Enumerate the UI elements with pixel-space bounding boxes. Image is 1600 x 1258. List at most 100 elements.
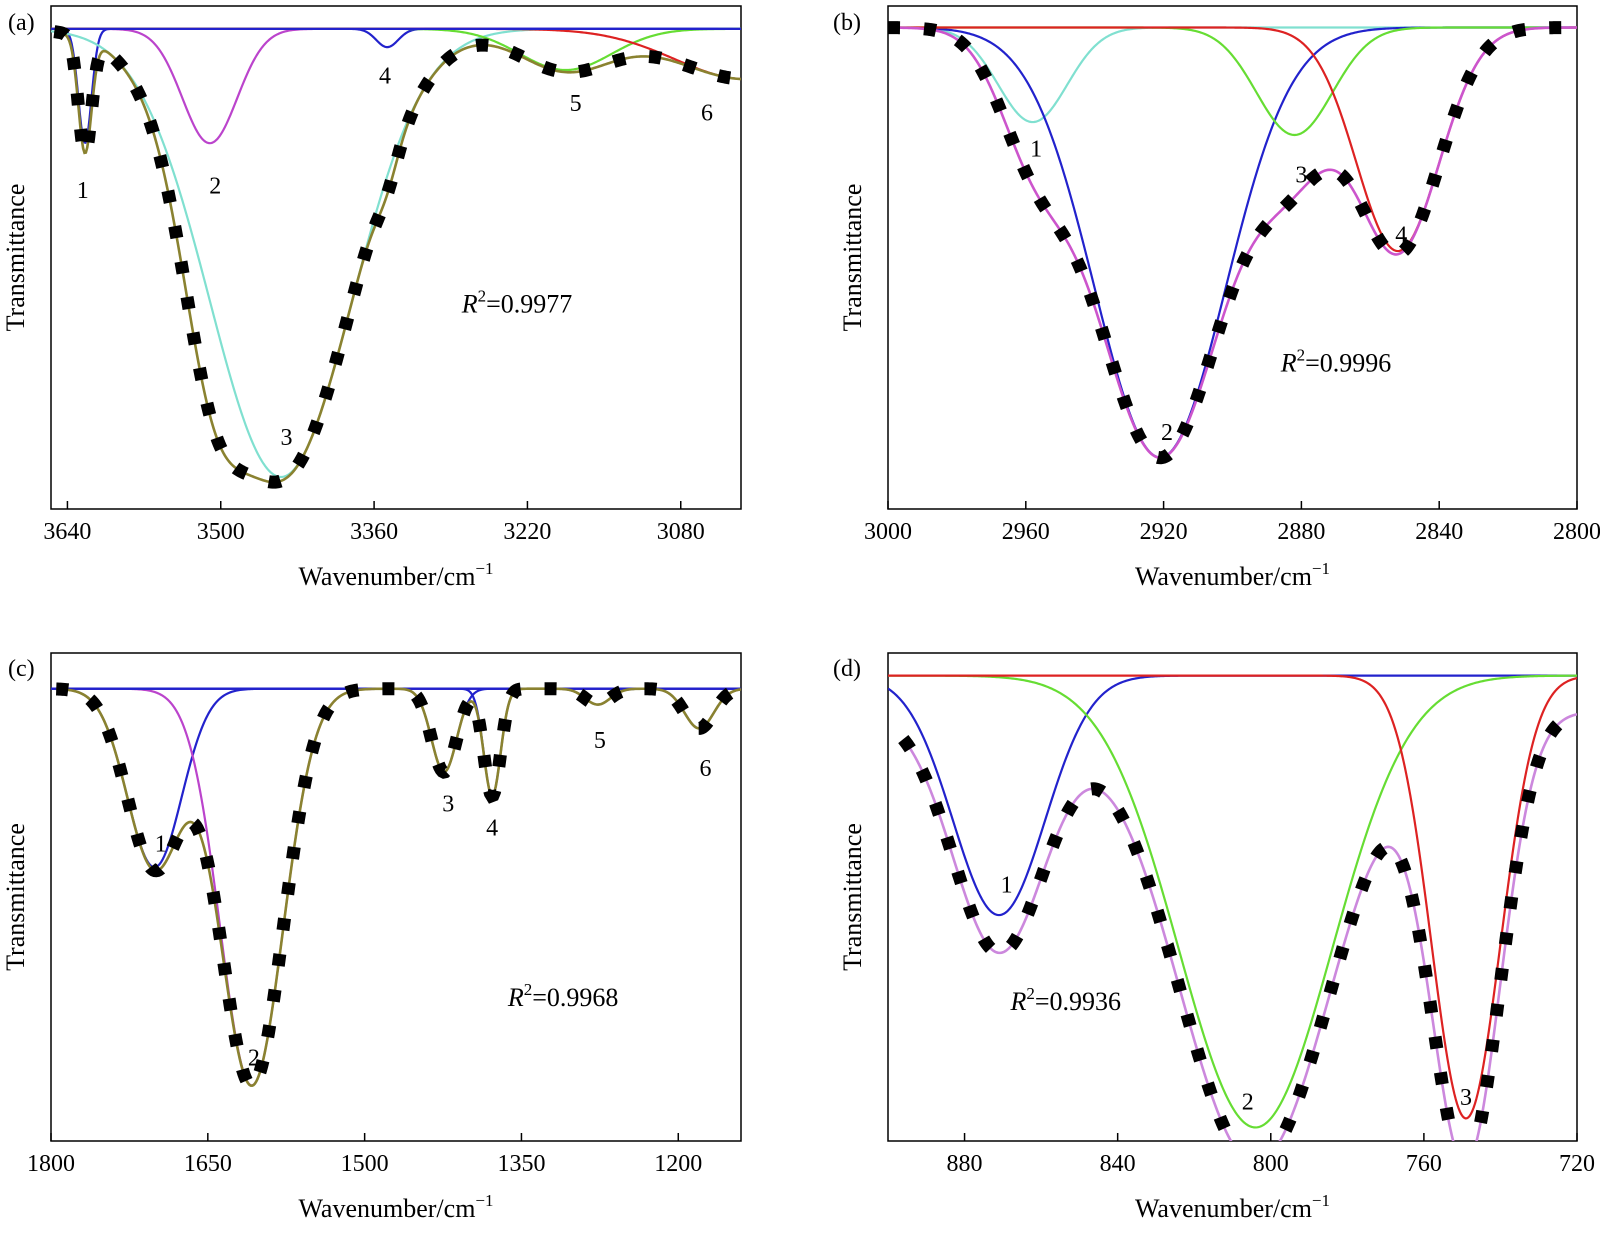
r-squared-label: R2=0.9996	[1280, 345, 1392, 377]
panel-label: (d)	[833, 656, 861, 682]
peak-label-1: 1	[1030, 136, 1042, 162]
peak-label-2: 2	[248, 1046, 260, 1072]
peak-label-3: 3	[1295, 162, 1307, 188]
x-tick-label: 720	[1559, 1151, 1595, 1177]
panel-label: (a)	[8, 10, 35, 36]
peak-label-3: 3	[442, 792, 454, 818]
x-tick-label: 3640	[43, 519, 91, 545]
x-tick-label: 3500	[197, 519, 245, 545]
x-axis-title: Wavenumber/cm−1	[298, 1191, 493, 1223]
peak-label-4: 4	[379, 64, 391, 90]
peak-label-5: 5	[594, 728, 606, 754]
x-axis-title: Wavenumber/cm−1	[298, 559, 493, 591]
r-squared-symbol: R	[1280, 348, 1297, 377]
panel-label: (b)	[833, 10, 861, 36]
r-squared-value: =0.9968	[532, 983, 618, 1012]
component-curve-6	[51, 27, 741, 81]
component-curve-3	[51, 27, 741, 479]
component-curve-3	[888, 674, 1577, 1120]
x-axis-title-sup: −1	[1312, 1191, 1330, 1210]
peak-label-2: 2	[1161, 420, 1173, 446]
x-tick-label: 1200	[654, 1151, 702, 1177]
curves	[888, 21, 1577, 465]
y-axis-title: Transmittance	[1, 184, 30, 332]
x-tick-label: 2800	[1553, 519, 1600, 545]
x-axis-title-text: Wavenumber/cm	[298, 562, 475, 591]
peak-label-3: 3	[1460, 1085, 1472, 1111]
r-squared-sup: 2	[478, 286, 487, 305]
curves	[51, 25, 741, 489]
plot-frame	[50, 5, 742, 510]
plot-frame	[50, 652, 742, 1142]
y-axis-title: Transmittance	[1, 823, 30, 971]
component-curve-4	[51, 687, 741, 774]
x-tick-label: 2840	[1415, 519, 1463, 545]
r-squared-value: =0.9936	[1035, 987, 1121, 1016]
curves	[888, 674, 1577, 1141]
x-axis-title-sup: −1	[475, 559, 493, 578]
component-curve-7	[51, 687, 741, 730]
x-tick-label: 2960	[1002, 519, 1050, 545]
r-squared-label: R2=0.9936	[1009, 984, 1121, 1016]
x-axis-title-text: Wavenumber/cm	[1135, 562, 1312, 591]
component-curve-3	[51, 687, 741, 1087]
r-squared-symbol: R	[507, 983, 524, 1012]
x-axis-title: Wavenumber/cm−1	[1135, 559, 1330, 591]
plot-frame	[887, 652, 1578, 1142]
fitted-sum-curve	[56, 687, 741, 1088]
x-tick-label: 3000	[864, 519, 912, 545]
chart-panel-a: (a) 3640 3500 3360 3220 3080 Wavenumber/cm−1 Tr…	[1, 5, 742, 591]
x-tick-label: 3220	[503, 519, 551, 545]
x-tick-label: 1500	[341, 1151, 389, 1177]
r-squared-value: =0.9977	[486, 289, 572, 318]
fitted-sum-curve	[888, 26, 1577, 459]
x-tick-label: 3080	[657, 519, 705, 545]
chart-panel-d: (d) 880 840 800 760 720 Wavenumber/cm−1 Transmi…	[833, 652, 1595, 1223]
experimental-curve	[888, 21, 1577, 465]
x-tick-label: 1800	[27, 1151, 75, 1177]
r-squared-sup: 2	[1026, 984, 1035, 1003]
peak-label-2: 2	[1242, 1089, 1254, 1115]
peak-label-6: 6	[699, 756, 711, 782]
peak-label-1: 1	[77, 178, 89, 204]
x-axis-title-text: Wavenumber/cm	[1135, 1194, 1312, 1223]
x-tick-label: 840	[1100, 1151, 1136, 1177]
chart-panel-b: (b) 3000 2960 2920 2880 2840 2800 Wavenumber/cm…	[833, 5, 1600, 591]
component-curve-5	[51, 687, 741, 797]
component-curve-1	[888, 674, 1577, 917]
peak-label-2: 2	[209, 173, 221, 199]
r-squared-value: =0.9996	[1305, 348, 1391, 377]
y-axis-title: Transmittance	[838, 184, 867, 332]
y-axis-title: Transmittance	[838, 823, 867, 971]
peak-label-4: 4	[486, 816, 498, 842]
x-axis-title-sup: −1	[475, 1191, 493, 1210]
component-curve-2	[888, 674, 1577, 1129]
panel-label: (c)	[8, 656, 35, 682]
r-squared-symbol: R	[461, 289, 478, 318]
r-squared-label: R2=0.9968	[507, 980, 619, 1012]
component-curve-4	[888, 26, 1577, 253]
chart-panel-c: (c) 1800 1650 1500 1350 1200 Wavenumber/cm−1 Tr…	[1, 652, 742, 1223]
fitted-sum-curve	[54, 30, 741, 484]
x-tick-label: 2920	[1140, 519, 1188, 545]
r-squared-label: R2=0.9977	[461, 286, 573, 318]
peak-label-3: 3	[280, 425, 292, 451]
x-tick-label: 3360	[350, 519, 398, 545]
r-squared-symbol: R	[1009, 987, 1026, 1016]
r-squared-sup: 2	[524, 980, 533, 999]
component-curve-5	[51, 27, 741, 72]
x-tick-label: 1350	[497, 1151, 545, 1177]
experimental-curve	[898, 707, 1577, 1141]
peak-label-5: 5	[570, 91, 582, 117]
x-axis-title-sup: −1	[1312, 559, 1330, 578]
x-tick-label: 760	[1406, 1151, 1442, 1177]
x-tick-label: 1650	[184, 1151, 232, 1177]
r-squared-sup: 2	[1297, 345, 1306, 364]
plot-frame	[887, 5, 1578, 510]
x-tick-label: 800	[1253, 1151, 1289, 1177]
peak-label-1: 1	[155, 831, 167, 857]
curves	[51, 682, 741, 1093]
peak-label-1: 1	[1001, 872, 1013, 898]
experimental-curve	[55, 682, 741, 1093]
x-tick-label: 880	[947, 1151, 983, 1177]
